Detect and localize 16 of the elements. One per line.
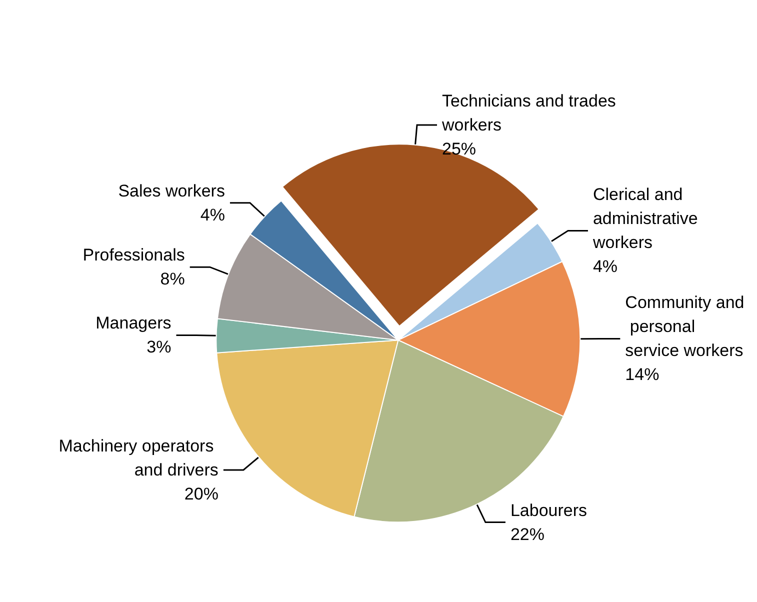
data-label: 4% — [200, 205, 225, 224]
data-label: 14% — [625, 365, 660, 384]
slice-label: Clerical and administrative workers — [592, 185, 703, 252]
data-label: 20% — [184, 484, 218, 504]
data-label: 22% — [510, 524, 544, 544]
data-label: 4% — [592, 257, 618, 276]
slice-label: Sales workers — [118, 181, 225, 200]
slice-label: Community and personal service workers — [625, 293, 744, 360]
data-label: 3% — [146, 338, 172, 357]
data-label: 8% — [160, 270, 185, 289]
slice-label: Professionals — [82, 246, 185, 265]
slice-label: Managers — [96, 314, 172, 333]
slice-label: Labourers — [510, 500, 588, 520]
data-label: 25% — [442, 139, 476, 158]
slice-label: Machinery operators and drivers — [58, 436, 218, 480]
slice-label: Technicians and trades workers — [441, 91, 621, 134]
